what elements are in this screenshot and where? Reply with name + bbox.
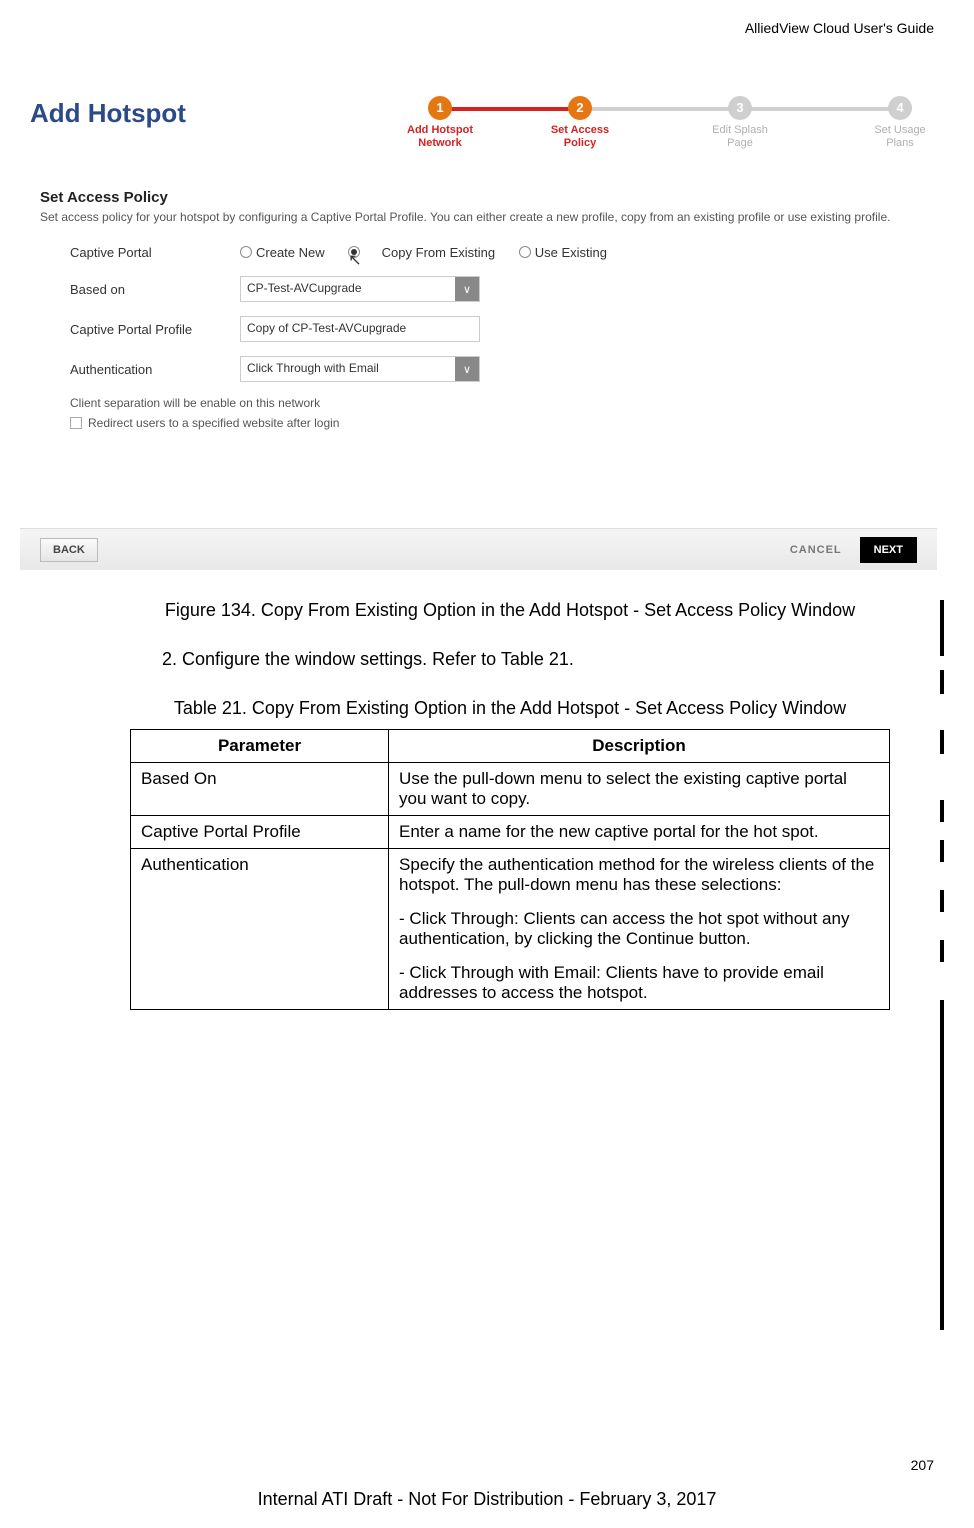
step-4[interactable]: 4 Set UsagePlans	[850, 96, 950, 150]
captive-portal-label: Captive Portal	[70, 245, 240, 260]
header-description: Description	[389, 730, 890, 763]
change-bar	[940, 600, 944, 656]
captive-portal-radio-group: Create New ↖Copy From Existing Use Exist…	[240, 242, 627, 262]
document-body: Figure 134. Copy From Existing Option in…	[130, 600, 890, 1010]
authentication-row: Authentication Click Through with Email …	[70, 356, 917, 382]
step-3[interactable]: 3 Edit SplashPage	[690, 96, 790, 150]
desc-text: Specify the authentication method for th…	[399, 855, 879, 895]
desc-text: - Click Through with Email: Clients have…	[399, 963, 879, 1003]
redirect-checkbox-label: Redirect users to a specified website af…	[88, 416, 339, 430]
radio-use-label: Use Existing	[535, 245, 607, 260]
profile-row: Captive Portal Profile Copy of CP-Test-A…	[70, 316, 917, 342]
chevron-down-icon: ∨	[455, 357, 479, 381]
step-2[interactable]: 2 Set AccessPolicy	[530, 96, 630, 150]
param-cell: Based On	[131, 763, 389, 816]
based-on-select[interactable]: CP-Test-AVCupgrade ∨	[240, 276, 480, 302]
page-number: 207	[911, 1457, 934, 1473]
based-on-label: Based on	[70, 282, 240, 297]
checkbox-icon	[70, 417, 82, 429]
cancel-button[interactable]: CANCEL	[790, 544, 842, 556]
set-access-policy-section: Set Access Policy Set access policy for …	[40, 189, 917, 430]
radio-create-new[interactable]: Create New	[240, 245, 325, 260]
redirect-checkbox-row[interactable]: Redirect users to a specified website af…	[70, 416, 917, 430]
profile-input[interactable]: Copy of CP-Test-AVCupgrade	[240, 316, 480, 342]
desc-cell: Enter a name for the new captive portal …	[389, 816, 890, 849]
desc-cell: Specify the authentication method for th…	[389, 849, 890, 1010]
authentication-value: Click Through with Email	[241, 357, 455, 381]
step-2-circle: 2	[568, 96, 592, 120]
change-bar	[940, 840, 944, 862]
based-on-value: CP-Test-AVCupgrade	[241, 277, 455, 301]
desc-cell: Use the pull-down menu to select the exi…	[389, 763, 890, 816]
table-header-row: Parameter Description	[131, 730, 890, 763]
change-bar	[940, 670, 944, 694]
step-2-instruction: 2. Configure the window settings. Refer …	[130, 649, 890, 670]
header-guide-title: AlliedView Cloud User's Guide	[745, 20, 934, 36]
change-bar	[940, 940, 944, 962]
authentication-select[interactable]: Click Through with Email ∨	[240, 356, 480, 382]
table-row: Authentication Specify the authenticatio…	[131, 849, 890, 1010]
radio-use-existing[interactable]: Use Existing	[519, 245, 607, 260]
step-1-label: Add HotspotNetwork	[390, 124, 490, 150]
radio-icon	[519, 246, 531, 258]
table-row: Based On Use the pull-down menu to selec…	[131, 763, 890, 816]
step-4-circle: 4	[888, 96, 912, 120]
step-3-circle: 3	[728, 96, 752, 120]
radio-copy-existing[interactable]: ↖Copy From Existing	[348, 242, 495, 262]
step-4-label: Set UsagePlans	[850, 124, 950, 150]
radio-icon	[240, 246, 252, 258]
figure-caption: Figure 134. Copy From Existing Option in…	[130, 600, 890, 621]
step-3-label: Edit SplashPage	[690, 124, 790, 150]
section-description: Set access policy for your hotspot by co…	[40, 210, 917, 224]
change-bar	[940, 1000, 944, 1330]
section-title: Set Access Policy	[40, 189, 917, 206]
header-parameter: Parameter	[131, 730, 389, 763]
step-2-label: Set AccessPolicy	[530, 124, 630, 150]
desc-text: Use the pull-down menu to select the exi…	[399, 769, 879, 809]
profile-label: Captive Portal Profile	[70, 322, 240, 337]
add-hotspot-screenshot: Add Hotspot 1 Add HotspotNetwork 2 Set A…	[20, 90, 940, 570]
cursor-icon: ↖	[348, 250, 361, 270]
table-row: Captive Portal Profile Enter a name for …	[131, 816, 890, 849]
desc-text: - Click Through: Clients can access the …	[399, 909, 879, 949]
desc-text: Enter a name for the new captive portal …	[399, 822, 879, 842]
change-bar	[940, 730, 944, 754]
client-separation-note: Client separation will be enable on this…	[70, 396, 917, 410]
parameter-table: Parameter Description Based On Use the p…	[130, 729, 890, 1010]
back-button[interactable]: BACK	[40, 538, 98, 562]
authentication-label: Authentication	[70, 362, 240, 377]
next-button[interactable]: NEXT	[860, 537, 917, 563]
based-on-row: Based on CP-Test-AVCupgrade ∨	[70, 276, 917, 302]
change-bar	[940, 890, 944, 912]
table-caption: Table 21. Copy From Existing Option in t…	[130, 698, 890, 719]
wizard-footer: BACK CANCEL NEXT	[20, 528, 937, 570]
step-1[interactable]: 1 Add HotspotNetwork	[390, 96, 490, 150]
wizard-stepper: 1 Add HotspotNetwork 2 Set AccessPolicy …	[390, 96, 930, 166]
change-bar	[940, 800, 944, 822]
radio-create-label: Create New	[256, 245, 325, 260]
step-1-circle: 1	[428, 96, 452, 120]
chevron-down-icon: ∨	[455, 277, 479, 301]
captive-portal-row: Captive Portal Create New ↖Copy From Exi…	[70, 242, 917, 262]
draft-notice: Internal ATI Draft - Not For Distributio…	[0, 1489, 974, 1510]
param-cell: Authentication	[131, 849, 389, 1010]
param-cell: Captive Portal Profile	[131, 816, 389, 849]
radio-copy-label: Copy From Existing	[382, 245, 495, 260]
